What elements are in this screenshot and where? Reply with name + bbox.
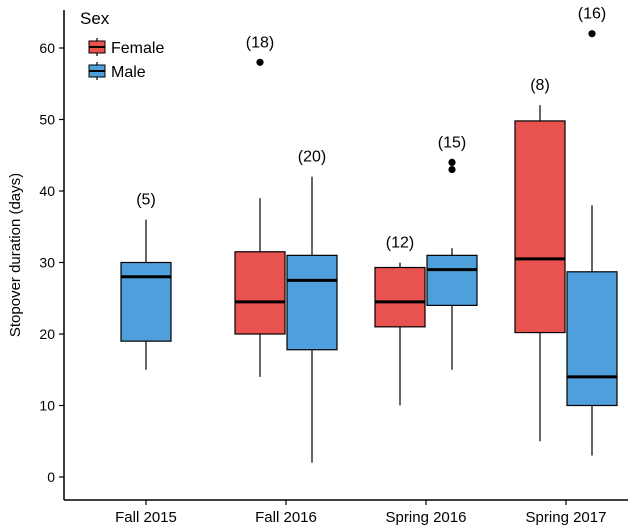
box-group-male: (5)	[120, 192, 172, 370]
y-tick-label: 60	[39, 40, 55, 56]
sample-size-label: (5)	[136, 192, 156, 209]
box-group-male: (15)	[426, 134, 478, 370]
box-iqr	[286, 254, 338, 351]
outlier-point	[588, 30, 596, 38]
sample-size-label: (12)	[386, 235, 414, 252]
sample-size-label: (16)	[578, 6, 606, 23]
sample-size-label: (18)	[246, 34, 274, 51]
y-tick-label: 0	[47, 469, 55, 485]
x-tick-label: Fall 2015	[115, 509, 177, 526]
x-tick-label: Spring 2017	[526, 509, 607, 526]
box-group-female: (8)	[514, 77, 566, 442]
x-tick-label: Spring 2016	[386, 509, 467, 526]
y-axis-title: Stopover duration (days)	[7, 173, 24, 337]
x-tick-label: Fall 2016	[255, 509, 317, 526]
box-iqr	[514, 120, 566, 334]
legend: Sex Female Male	[80, 9, 164, 81]
box-group-female: (12)	[374, 235, 426, 406]
legend-entry-female: Female	[88, 38, 164, 57]
y-tick-label: 40	[39, 183, 55, 199]
box-iqr	[120, 261, 172, 342]
y-tick-label: 10	[39, 398, 55, 414]
sample-size-label: (15)	[438, 134, 466, 151]
legend-title: Sex	[80, 9, 110, 28]
plot-marks: (18) (12) (8) (5) (20) (15) (16)	[120, 6, 618, 463]
legend-label-female: Female	[111, 40, 164, 57]
axes: 0 10 20 30 40 50 60 Stopover duration (days) Fal…	[7, 10, 628, 526]
y-tick-label: 20	[39, 326, 55, 342]
box-iqr	[374, 266, 426, 328]
y-tick-label: 30	[39, 255, 55, 271]
legend-label-male: Male	[111, 64, 146, 81]
box-group-male: (20)	[286, 149, 338, 463]
box-iqr	[426, 254, 478, 307]
box-iqr	[234, 251, 286, 335]
outlier-point	[448, 158, 456, 166]
sample-size-label: (8)	[530, 77, 550, 94]
y-tick-label: 50	[39, 112, 55, 128]
outlier-point	[448, 165, 456, 174]
sample-size-label: (20)	[298, 149, 326, 166]
legend-entry-male: Male	[88, 62, 146, 81]
box-iqr	[566, 271, 618, 407]
box-group-female: (18)	[234, 34, 286, 377]
outlier-point	[256, 58, 264, 66]
box-group-male: (16)	[566, 6, 618, 456]
